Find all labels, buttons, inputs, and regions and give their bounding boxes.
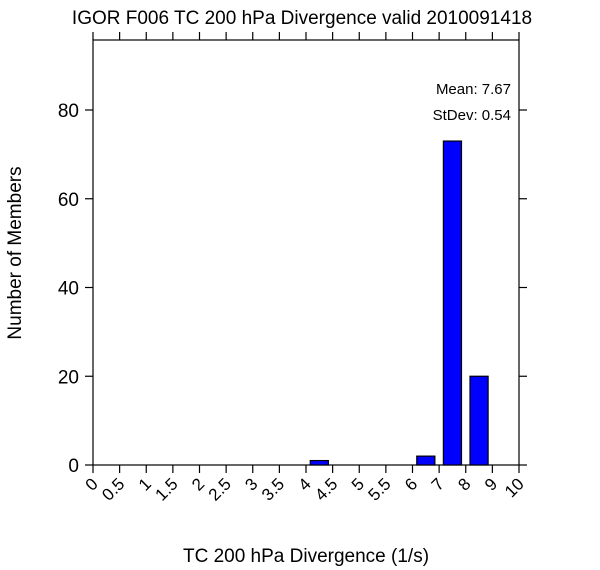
x-tick-label: 5.5 — [365, 474, 395, 504]
y-tick-label: 0 — [68, 456, 79, 477]
y-tick-label: 20 — [58, 367, 79, 388]
x-tick-label: 7 — [428, 474, 448, 494]
y-axis: 0 20 40 60 80 — [58, 101, 527, 477]
mean-annotation: Mean: 7.67 — [436, 81, 511, 98]
x-tick-label: 9 — [481, 474, 501, 494]
bar — [442, 140, 463, 466]
x-tick-label: 4.5 — [311, 474, 341, 504]
stdev-annotation: StDev: 0.54 — [433, 107, 511, 124]
x-tick-label: 10 — [501, 474, 528, 501]
bar — [416, 455, 436, 466]
x-axis-label: TC 200 hPa Divergence (1/s) — [183, 546, 429, 567]
y-tick-label: 40 — [58, 279, 79, 300]
y-axis-label: Number of Members — [5, 166, 26, 339]
bars — [309, 140, 489, 466]
x-tick-label: 3.5 — [258, 474, 288, 504]
y-tick-label: 80 — [58, 101, 79, 122]
x-tick-label: 0.5 — [98, 474, 128, 504]
x-tick-label: 6 — [401, 474, 421, 494]
bar — [309, 459, 329, 466]
x-tick-label: 1.5 — [152, 474, 182, 504]
bar — [469, 375, 489, 466]
chart-title: IGOR F006 TC 200 hPa Divergence valid 20… — [72, 8, 532, 29]
x-tick-label: 2.5 — [205, 474, 235, 504]
x-tick-label: 8 — [454, 474, 474, 494]
y-tick-label: 60 — [58, 190, 79, 211]
